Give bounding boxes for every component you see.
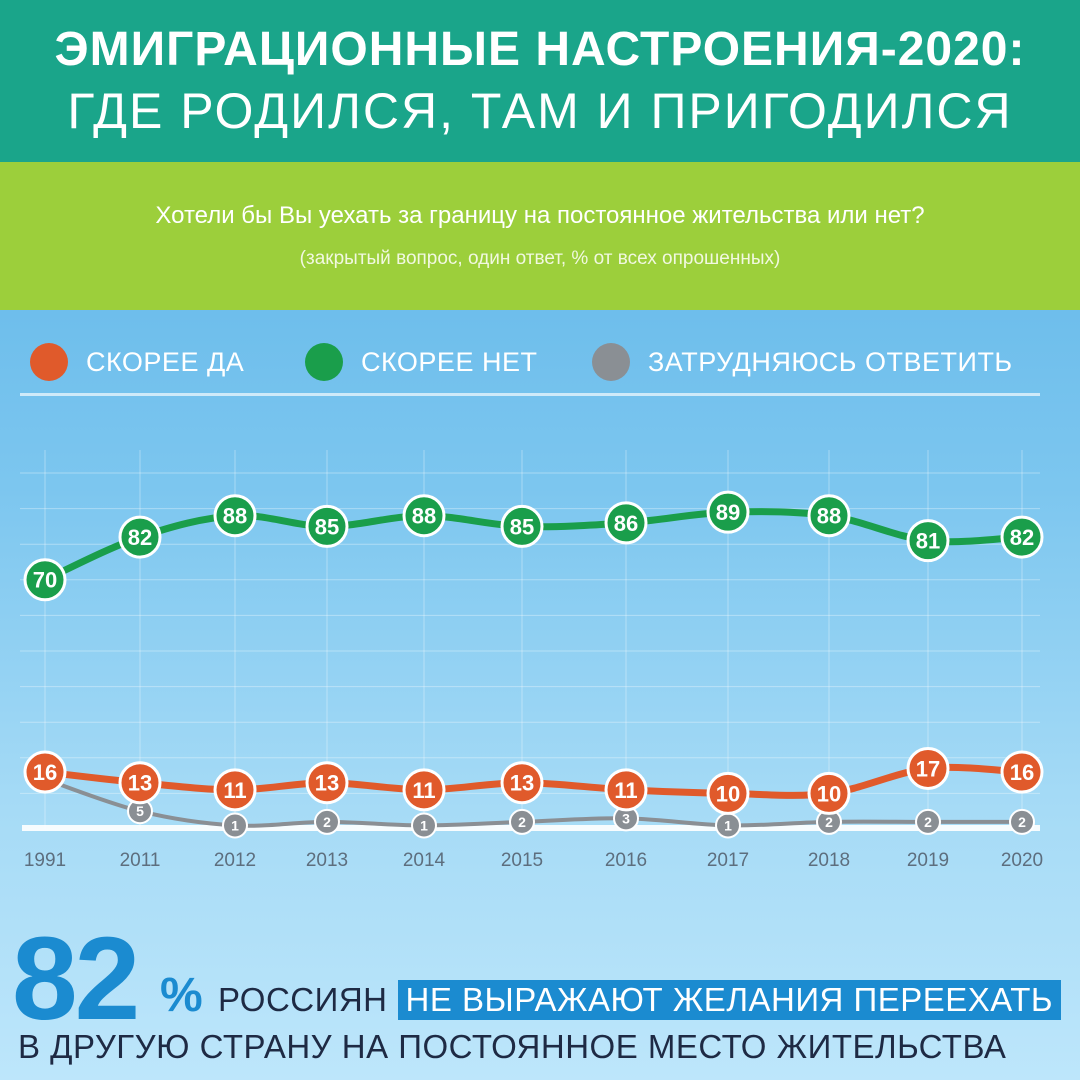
data-point-yes bbox=[807, 771, 851, 815]
question-note: (закрытый вопрос, один ответ, % от всех … bbox=[299, 248, 781, 269]
chart-legend: СКОРЕЕ ДА СКОРЕЕ НЕТ ЗАТРУДНЯЮСЬ ОТВЕТИТ… bbox=[0, 340, 1080, 384]
data-label-no: 86 bbox=[614, 511, 638, 536]
x-tick-label: 2012 bbox=[214, 850, 256, 871]
data-point-undecided bbox=[509, 808, 535, 835]
data-label-undecided: 2 bbox=[825, 814, 833, 830]
data-point-no bbox=[23, 558, 67, 602]
legend-item-yes: СКОРЕЕ ДА bbox=[30, 340, 244, 384]
legend-label-no: СКОРЕЕ НЕТ bbox=[361, 346, 538, 377]
x-tick-label: 2016 bbox=[605, 850, 647, 871]
data-point-no bbox=[807, 494, 851, 538]
data-label-no: 81 bbox=[916, 529, 940, 554]
data-label-no: 88 bbox=[817, 504, 841, 529]
data-point-no bbox=[213, 494, 257, 538]
data-label-undecided: 5 bbox=[136, 803, 144, 819]
x-tick-label: 2018 bbox=[808, 850, 850, 871]
question-text: Хотели бы Вы уехать за границу на постоя… bbox=[155, 202, 925, 229]
summary-percent: % bbox=[160, 969, 203, 1022]
x-tick-label: 2017 bbox=[707, 850, 749, 871]
data-label-undecided: 1 bbox=[724, 817, 732, 833]
data-label-yes: 10 bbox=[716, 781, 740, 806]
data-point-undecided bbox=[314, 808, 340, 835]
legend-dot-no bbox=[305, 343, 343, 381]
data-label-undecided: 2 bbox=[323, 814, 331, 830]
data-label-undecided: 2 bbox=[924, 814, 932, 830]
data-point-yes bbox=[906, 746, 950, 790]
x-tick-label: 2014 bbox=[403, 850, 446, 871]
legend-divider bbox=[20, 393, 1040, 396]
data-label-undecided: 2 bbox=[518, 814, 526, 830]
data-label-yes: 17 bbox=[916, 756, 940, 781]
data-label-yes: 11 bbox=[223, 778, 246, 803]
summary-line-1: РОССИЯН НЕ ВЫРАЖАЮТ ЖЕЛАНИЯ ПЕРЕЕХАТЬ bbox=[218, 980, 1062, 1020]
x-tick-label: 2015 bbox=[501, 850, 543, 871]
data-label-yes: 11 bbox=[614, 778, 637, 803]
data-point-yes bbox=[1000, 750, 1044, 794]
data-point-no bbox=[906, 519, 950, 563]
x-tick-label: 2011 bbox=[120, 850, 161, 871]
data-label-yes: 13 bbox=[315, 771, 339, 796]
legend-dot-yes bbox=[30, 343, 68, 381]
data-label-yes: 16 bbox=[1010, 760, 1034, 785]
data-point-no bbox=[305, 504, 349, 548]
data-point-no bbox=[118, 515, 162, 559]
summary-highlight: НЕ ВЫРАЖАЮТ ЖЕЛАНИЯ ПЕРЕЕХАТЬ bbox=[397, 980, 1062, 1020]
x-tick-label: 1991 bbox=[24, 850, 66, 871]
data-label-undecided: 1 bbox=[420, 817, 428, 833]
legend-label-undecided: ЗАТРУДНЯЮСЬ ОТВЕТИТЬ bbox=[648, 346, 1013, 377]
x-tick-label: 2013 bbox=[306, 850, 348, 871]
data-label-undecided: 1 bbox=[231, 817, 239, 833]
legend-item-no: СКОРЕЕ НЕТ bbox=[305, 340, 537, 384]
data-label-no: 85 bbox=[510, 514, 534, 539]
data-point-yes bbox=[305, 761, 349, 805]
data-label-yes: 16 bbox=[33, 760, 57, 785]
data-label-undecided: 2 bbox=[1018, 814, 1026, 830]
x-tick-label: 2019 bbox=[907, 850, 949, 871]
legend-label-yes: СКОРЕЕ ДА bbox=[86, 346, 245, 377]
summary-text-before: РОССИЯН bbox=[218, 981, 388, 1018]
line-chart: 1991 2011 2012 2013 2014 2015 2016 2017 2018 2019… bbox=[20, 450, 1044, 871]
series-no: 70 82 88 85 88 85 86 89 88 81 82 bbox=[23, 490, 1044, 602]
data-label-no: 89 bbox=[716, 500, 740, 525]
data-label-no: 82 bbox=[1010, 525, 1034, 550]
data-point-yes bbox=[706, 771, 750, 815]
page-title: ЭМИГРАЦИОННЫЕ НАСТРОЕНИЯ-2020: bbox=[54, 23, 1026, 76]
page-subtitle: ГДЕ РОДИЛСЯ, ТАМ И ПРИГОДИЛСЯ bbox=[67, 83, 1013, 139]
data-label-no: 85 bbox=[315, 514, 339, 539]
data-label-no: 88 bbox=[412, 504, 436, 529]
data-label-no: 82 bbox=[128, 525, 152, 550]
data-point-undecided bbox=[1009, 808, 1035, 835]
data-point-no bbox=[706, 490, 750, 534]
data-point-undecided bbox=[915, 808, 941, 835]
data-label-yes: 13 bbox=[128, 771, 152, 796]
summary-block: 82 % РОССИЯН НЕ ВЫРАЖАЮТ ЖЕЛАНИЯ ПЕРЕЕХА… bbox=[0, 920, 1080, 1080]
data-point-no bbox=[604, 501, 648, 545]
data-point-yes bbox=[402, 768, 446, 812]
x-tick-label: 2020 bbox=[1001, 850, 1043, 871]
data-label-yes: 13 bbox=[510, 771, 534, 796]
data-point-no bbox=[1000, 515, 1044, 559]
data-label-yes: 11 bbox=[412, 778, 435, 803]
summary-number: 82 bbox=[12, 913, 140, 1045]
data-label-no: 88 bbox=[223, 504, 247, 529]
data-point-yes bbox=[604, 768, 648, 812]
data-label-yes: 10 bbox=[817, 781, 841, 806]
question-banner: Хотели бы Вы уехать за границу на постоя… bbox=[0, 162, 1080, 310]
data-point-yes bbox=[500, 761, 544, 805]
data-point-yes bbox=[23, 750, 67, 794]
legend-item-undecided: ЗАТРУДНЯЮСЬ ОТВЕТИТЬ bbox=[592, 340, 1013, 384]
data-point-no bbox=[500, 504, 544, 548]
data-point-no bbox=[402, 494, 446, 538]
summary-line-2: В ДРУГУЮ СТРАНУ НА ПОСТОЯННОЕ МЕСТО ЖИТЕ… bbox=[18, 1028, 1007, 1065]
data-point-yes bbox=[213, 768, 257, 812]
data-label-undecided: 3 bbox=[622, 810, 630, 826]
data-point-undecided bbox=[411, 812, 437, 839]
data-point-undecided bbox=[222, 812, 248, 839]
data-point-yes bbox=[118, 761, 162, 805]
series-yes: 16 13 11 13 11 13 11 10 10 17 16 bbox=[23, 746, 1044, 815]
data-label-no: 70 bbox=[33, 568, 57, 593]
header-banner: ЭМИГРАЦИОННЫЕ НАСТРОЕНИЯ-2020: ГДЕ РОДИЛ… bbox=[0, 0, 1080, 162]
legend-dot-undecided bbox=[592, 343, 630, 381]
